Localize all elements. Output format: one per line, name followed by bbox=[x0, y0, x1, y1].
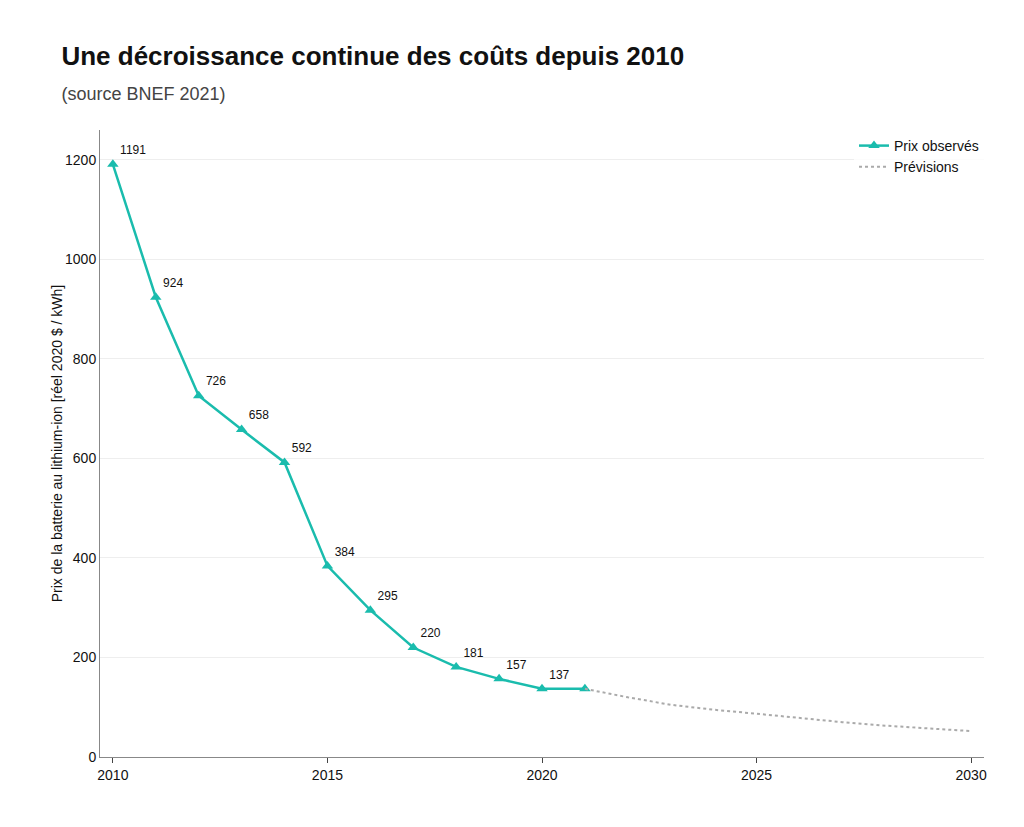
svg-text:658: 658 bbox=[249, 408, 269, 422]
svg-text:384: 384 bbox=[335, 545, 355, 559]
svg-text:600: 600 bbox=[73, 450, 97, 466]
svg-text:137: 137 bbox=[549, 668, 569, 682]
svg-text:295: 295 bbox=[378, 589, 398, 603]
svg-text:Une décroissance continue des: Une décroissance continue des coûts depu… bbox=[61, 41, 684, 71]
svg-text:200: 200 bbox=[73, 649, 97, 665]
svg-text:Prix observés: Prix observés bbox=[894, 138, 979, 154]
svg-text:Prix de la batterie au lithium: Prix de la batterie au lithium-ion [réel… bbox=[49, 285, 65, 603]
svg-text:2030: 2030 bbox=[956, 767, 987, 783]
svg-text:592: 592 bbox=[292, 441, 312, 455]
svg-text:800: 800 bbox=[73, 351, 97, 367]
svg-text:2015: 2015 bbox=[312, 767, 343, 783]
svg-text:1000: 1000 bbox=[65, 251, 96, 267]
svg-text:924: 924 bbox=[163, 276, 183, 290]
svg-text:726: 726 bbox=[206, 374, 226, 388]
svg-text:2025: 2025 bbox=[741, 767, 772, 783]
svg-text:2020: 2020 bbox=[526, 767, 557, 783]
svg-text:157: 157 bbox=[506, 658, 526, 672]
svg-text:0: 0 bbox=[88, 749, 96, 765]
svg-text:2010: 2010 bbox=[97, 767, 128, 783]
svg-text:220: 220 bbox=[421, 626, 441, 640]
svg-text:1200: 1200 bbox=[65, 152, 96, 168]
svg-text:Prévisions: Prévisions bbox=[894, 159, 959, 175]
svg-text:1191: 1191 bbox=[120, 143, 146, 157]
svg-text:(source BNEF 2021): (source BNEF 2021) bbox=[61, 84, 225, 104]
svg-text:181: 181 bbox=[463, 646, 483, 660]
svg-text:400: 400 bbox=[73, 550, 97, 566]
